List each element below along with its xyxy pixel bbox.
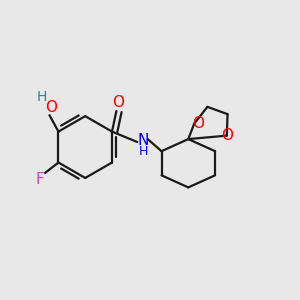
Text: N: N	[138, 133, 149, 148]
Text: O: O	[193, 116, 205, 131]
Text: O: O	[221, 128, 233, 142]
Text: H: H	[36, 90, 46, 104]
Text: O: O	[45, 100, 57, 115]
Text: O: O	[112, 95, 124, 110]
Text: F: F	[35, 172, 44, 187]
Text: H: H	[139, 145, 148, 158]
